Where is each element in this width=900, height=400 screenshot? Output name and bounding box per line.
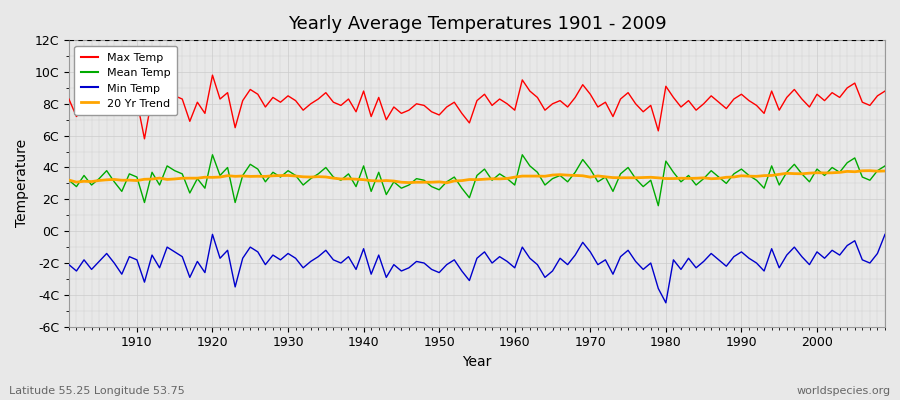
Title: Yearly Average Temperatures 1901 - 2009: Yearly Average Temperatures 1901 - 2009	[288, 15, 666, 33]
Text: worldspecies.org: worldspecies.org	[796, 386, 891, 396]
X-axis label: Year: Year	[463, 355, 491, 369]
Text: Latitude 55.25 Longitude 53.75: Latitude 55.25 Longitude 53.75	[9, 386, 184, 396]
Y-axis label: Temperature: Temperature	[15, 139, 29, 228]
Legend: Max Temp, Mean Temp, Min Temp, 20 Yr Trend: Max Temp, Mean Temp, Min Temp, 20 Yr Tre…	[75, 46, 177, 116]
